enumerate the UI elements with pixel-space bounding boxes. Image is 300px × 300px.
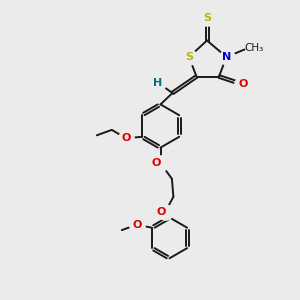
Text: H: H — [153, 77, 162, 88]
Text: N: N — [222, 52, 231, 62]
Text: S: S — [203, 13, 211, 23]
Text: O: O — [122, 133, 131, 143]
Text: O: O — [156, 207, 166, 218]
Text: O: O — [132, 220, 142, 230]
Text: CH₃: CH₃ — [244, 43, 264, 53]
Text: O: O — [152, 158, 161, 168]
Text: S: S — [185, 52, 193, 62]
Text: O: O — [238, 79, 248, 89]
